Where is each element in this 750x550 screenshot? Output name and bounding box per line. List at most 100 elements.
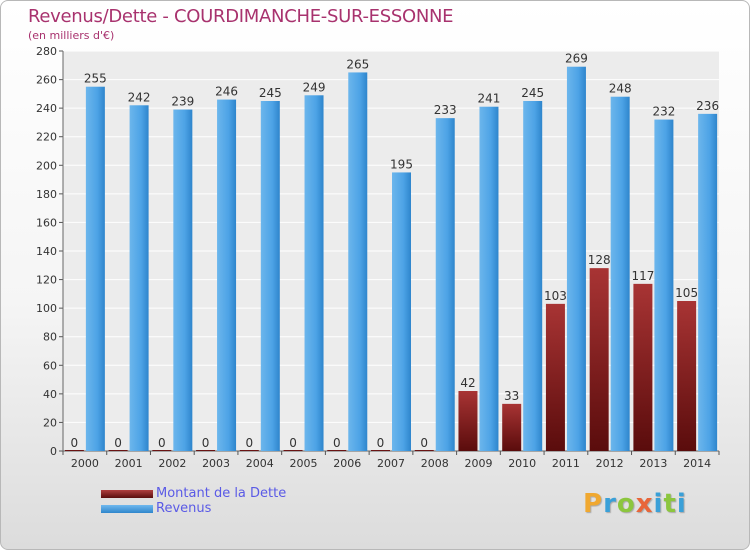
data-label-dette: 103	[544, 289, 567, 303]
logo-letter: i	[653, 489, 664, 519]
bar-revenus	[654, 119, 674, 452]
y-tick-label: 260	[36, 74, 57, 87]
logo-letter: r	[603, 489, 617, 519]
data-label-dette: 0	[245, 436, 253, 450]
bar-dette	[239, 450, 259, 451]
data-label-revenus: 195	[390, 157, 413, 171]
y-tick-label: 200	[36, 159, 57, 172]
bar-revenus	[348, 72, 368, 451]
bar-dette	[502, 403, 522, 451]
y-tick-label: 0	[50, 445, 57, 458]
legend-swatch-dette	[101, 490, 153, 498]
y-tick-label: 100	[36, 302, 57, 315]
y-tick-label: 40	[43, 388, 57, 401]
data-label-revenus: 236	[696, 99, 719, 113]
bar-dette	[371, 450, 390, 451]
legend-label-revenus: Revenus	[156, 501, 212, 516]
bar-dette	[283, 450, 303, 451]
x-tick-label: 2002	[158, 457, 186, 470]
y-tick-label: 120	[36, 274, 57, 287]
x-tick-label: 2005	[290, 457, 318, 470]
data-label-dette: 0	[333, 436, 341, 450]
data-label-dette: 42	[460, 376, 475, 390]
data-label-dette: 0	[202, 436, 210, 450]
bar-dette	[589, 268, 609, 451]
data-label-revenus: 245	[521, 86, 544, 100]
bar-dette	[196, 450, 216, 451]
bar-dette	[108, 450, 128, 451]
y-tick-label: 240	[36, 102, 57, 115]
bar-dette	[64, 450, 84, 451]
data-label-revenus: 239	[171, 95, 194, 109]
y-tick-label: 20	[43, 416, 57, 429]
bar-revenus	[304, 95, 324, 452]
data-label-dette: 0	[289, 436, 297, 450]
bar-dette	[545, 303, 565, 451]
logo-letter: i	[676, 489, 687, 519]
y-tick-label: 280	[36, 45, 57, 58]
chart-subtitle: (en milliers d'€)	[28, 29, 115, 42]
data-label-revenus: 245	[259, 86, 282, 100]
bar-dette	[677, 301, 697, 451]
bar-dette	[414, 450, 434, 451]
bar-revenus	[173, 109, 193, 452]
data-label-dette: 117	[631, 269, 654, 283]
y-tick-label: 60	[43, 359, 57, 372]
data-label-revenus: 255	[84, 72, 107, 86]
data-label-revenus: 265	[346, 57, 369, 71]
x-tick-label: 2000	[71, 457, 99, 470]
logo-letter: x	[635, 489, 654, 519]
bar-dette	[152, 450, 172, 451]
logo-letter: o	[616, 489, 636, 519]
data-label-dette: 0	[420, 436, 428, 450]
y-tick-label: 220	[36, 131, 57, 144]
x-tick-label: 2014	[683, 457, 711, 470]
chart-title: Revenus/Dette - COURDIMANCHE-SUR-ESSONNE	[28, 6, 454, 27]
data-label-dette: 0	[158, 436, 166, 450]
bar-revenus	[85, 86, 105, 451]
data-label-revenus: 233	[434, 103, 457, 117]
bar-dette	[327, 450, 347, 451]
x-tick-label: 2008	[421, 457, 449, 470]
x-tick-label: 2007	[377, 457, 405, 470]
bar-revenus	[435, 118, 455, 452]
bar-revenus	[523, 101, 543, 451]
bar-revenus	[392, 172, 411, 451]
y-tick-label: 180	[36, 188, 57, 201]
logo-letter: P	[583, 489, 604, 519]
bar-dette	[458, 391, 478, 451]
data-label-revenus: 232	[652, 105, 675, 119]
legend-swatch-revenus	[101, 505, 153, 513]
data-label-dette: 0	[114, 436, 122, 450]
data-label-revenus: 248	[609, 82, 632, 96]
data-label-revenus: 242	[128, 90, 151, 104]
x-tick-label: 2010	[508, 457, 536, 470]
x-tick-label: 2004	[246, 457, 274, 470]
x-tick-label: 2012	[596, 457, 624, 470]
x-tick-label: 2001	[115, 457, 143, 470]
bar-dette	[633, 283, 653, 451]
x-tick-label: 2009	[464, 457, 492, 470]
data-label-dette: 128	[588, 253, 611, 267]
legend-label-dette: Montant de la Dette	[156, 486, 287, 501]
x-tick-label: 2003	[202, 457, 230, 470]
data-label-revenus: 249	[303, 80, 326, 94]
data-label-dette: 33	[504, 389, 519, 403]
data-label-dette: 0	[71, 436, 79, 450]
y-tick-label: 140	[36, 245, 57, 258]
data-label-revenus: 269	[565, 52, 588, 66]
x-tick-label: 2006	[333, 457, 361, 470]
bar-revenus	[479, 106, 499, 451]
bar-revenus	[698, 113, 718, 451]
x-tick-label: 2013	[639, 457, 667, 470]
data-label-dette: 105	[675, 286, 698, 300]
bar-revenus	[129, 105, 149, 452]
x-tick-label: 2011	[552, 457, 580, 470]
y-tick-label: 80	[43, 331, 57, 344]
bar-revenus	[260, 101, 280, 451]
bar-revenus	[566, 66, 586, 451]
y-tick-label: 160	[36, 216, 57, 229]
proxiti-logo: Proxiti	[583, 489, 687, 519]
